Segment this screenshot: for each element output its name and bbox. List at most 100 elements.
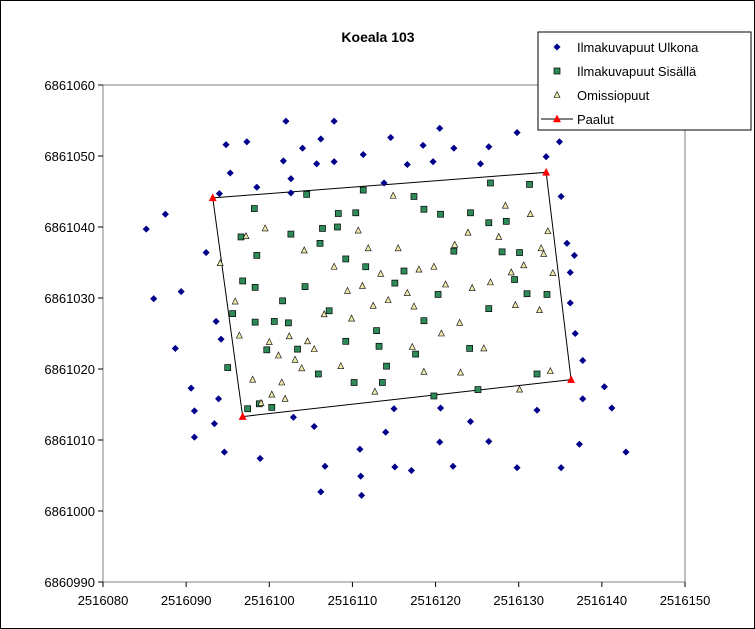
data-point — [235, 331, 243, 339]
data-point — [474, 386, 482, 393]
data-point — [466, 345, 474, 352]
series-triangle-line — [208, 167, 576, 420]
data-point — [480, 344, 488, 352]
data-point — [371, 387, 379, 395]
data-point — [313, 160, 321, 168]
data-point — [319, 225, 326, 232]
data-point — [220, 448, 229, 456]
data-point — [391, 463, 399, 471]
data-point — [287, 189, 295, 197]
y-tick-label: 6861030 — [44, 291, 95, 306]
data-point — [373, 327, 380, 335]
x-tick-label: 2516150 — [660, 593, 711, 608]
data-point — [400, 267, 408, 275]
data-point — [450, 247, 458, 255]
data-point — [486, 278, 494, 286]
y-tick-label: 6860990 — [44, 575, 95, 590]
data-point — [281, 394, 289, 402]
y-tick-label: 6861040 — [44, 220, 95, 235]
data-point — [350, 379, 358, 386]
data-point — [202, 248, 210, 257]
data-point — [244, 405, 252, 413]
data-point — [354, 226, 362, 234]
x-tick-label: 2516130 — [493, 593, 544, 608]
data-point — [436, 438, 444, 446]
data-point — [377, 269, 385, 277]
data-point — [566, 299, 574, 307]
data-point — [380, 179, 388, 187]
series-diamond — [142, 117, 630, 500]
data-point — [358, 281, 366, 289]
data-point — [384, 295, 392, 303]
data-point — [317, 135, 325, 143]
data-point — [579, 395, 587, 403]
data-point — [357, 472, 365, 480]
data-point — [389, 191, 397, 199]
data-point — [415, 265, 423, 273]
data-point — [330, 262, 338, 270]
data-point — [343, 286, 351, 294]
data-point — [330, 117, 338, 125]
data-point — [485, 219, 493, 227]
data-point — [282, 117, 290, 125]
data-point — [352, 209, 360, 217]
paalut-point — [542, 167, 551, 176]
data-point — [222, 140, 230, 149]
data-point — [600, 383, 609, 391]
y-tick-label: 6861060 — [44, 78, 95, 93]
data-point — [334, 210, 342, 217]
data-point — [557, 192, 565, 201]
data-point — [436, 124, 444, 132]
data-point — [243, 138, 251, 146]
data-point — [216, 259, 224, 267]
data-point — [342, 255, 350, 263]
data-point — [357, 491, 366, 500]
data-point — [434, 291, 442, 298]
data-point — [390, 405, 398, 413]
data-point — [177, 287, 185, 296]
data-point — [526, 210, 534, 218]
data-point — [249, 375, 257, 383]
data-point — [563, 239, 571, 247]
data-point — [337, 361, 345, 369]
data-point — [242, 232, 250, 240]
data-point — [387, 133, 395, 142]
data-point — [437, 210, 444, 218]
data-point — [513, 128, 521, 137]
data-point — [579, 356, 587, 365]
data-point — [430, 392, 438, 400]
data-point — [251, 318, 259, 326]
data-point — [507, 268, 515, 276]
data-point — [485, 143, 493, 151]
data-point — [436, 404, 445, 412]
data-point — [407, 466, 416, 475]
data-point — [214, 395, 223, 403]
x-tick-label: 2516140 — [577, 593, 628, 608]
data-point — [391, 279, 399, 287]
data-point — [456, 318, 464, 326]
data-point — [251, 284, 259, 291]
data-point — [253, 252, 261, 259]
data-point — [476, 160, 485, 168]
data-point — [291, 355, 299, 363]
data-point — [364, 244, 372, 252]
data-point — [359, 150, 367, 159]
data-point — [379, 379, 386, 386]
legend-box — [537, 31, 752, 131]
data-point — [279, 157, 288, 165]
data-point — [142, 225, 150, 233]
data-point — [546, 366, 554, 374]
data-point — [543, 291, 551, 298]
data-point — [549, 268, 557, 276]
legend-marker — [552, 114, 562, 123]
legend-marker — [553, 43, 561, 51]
data-point — [520, 261, 528, 269]
data-point — [356, 445, 364, 453]
data-point — [287, 230, 295, 238]
legend-label: Ilmakuvapuut Ulkona — [577, 40, 699, 55]
legend-label: Paalut — [577, 112, 614, 127]
data-point — [224, 364, 232, 371]
data-point — [268, 403, 276, 411]
legend: Ilmakuvapuut Ulkona Ilmakuvapuut Sisällä O… — [537, 31, 752, 131]
